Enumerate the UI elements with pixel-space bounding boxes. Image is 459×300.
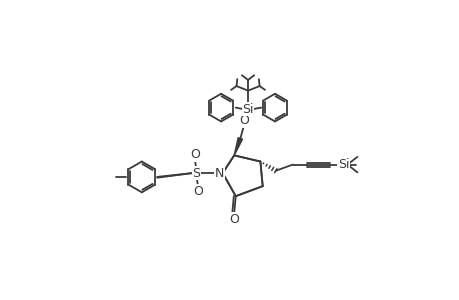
Text: O: O (193, 185, 202, 198)
Text: O: O (190, 148, 200, 161)
Text: Si: Si (242, 103, 253, 116)
Text: S: S (192, 167, 200, 180)
Text: O: O (239, 114, 249, 127)
Text: Si: Si (337, 158, 348, 171)
Polygon shape (234, 138, 242, 155)
Text: O: O (229, 213, 239, 226)
Text: N: N (214, 167, 224, 180)
